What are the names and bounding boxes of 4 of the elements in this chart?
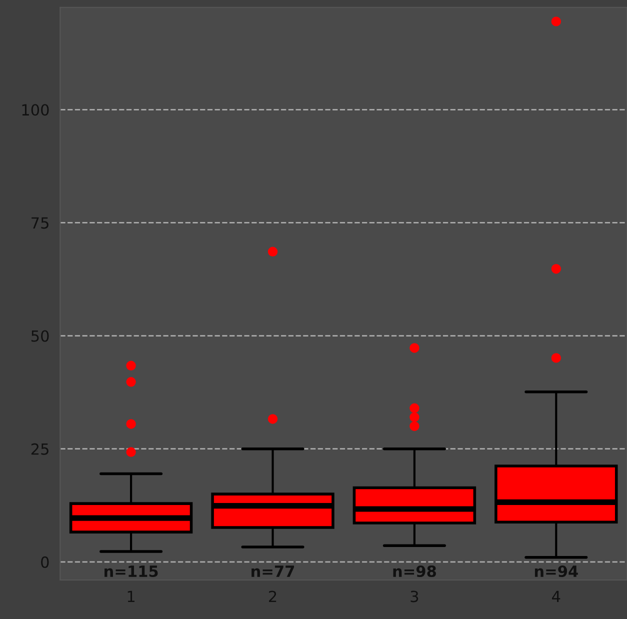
annotation: n=77 xyxy=(252,566,294,577)
annotation: n=98 xyxy=(393,565,436,578)
annotation: n=94 xyxy=(534,566,578,578)
annotation: n=115 xyxy=(104,566,158,578)
